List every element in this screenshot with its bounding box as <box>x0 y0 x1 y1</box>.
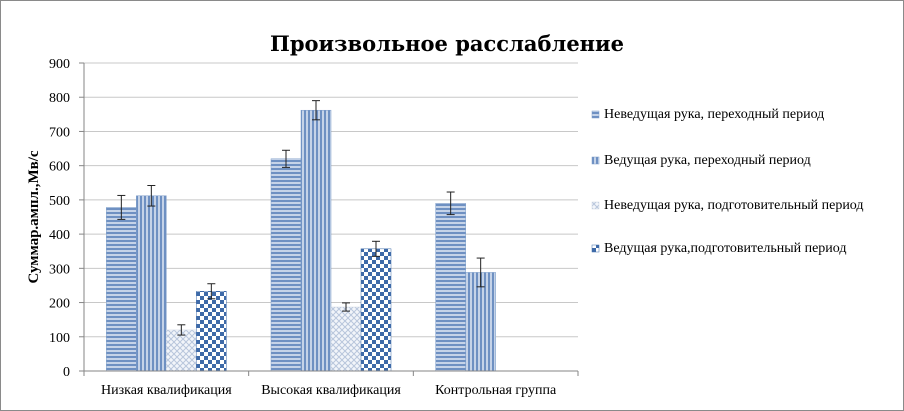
x-axis-ticks: Низкая квалификация Высокая квалификация К… <box>83 371 579 398</box>
bar <box>465 272 496 372</box>
bar <box>330 306 362 372</box>
bar <box>166 329 197 372</box>
y-tick-label: 0 <box>63 365 70 380</box>
legend-swatch <box>591 156 600 165</box>
bar <box>300 109 332 372</box>
x-tick-label: Контрольная группа <box>435 383 557 398</box>
legend-swatch <box>591 201 600 210</box>
y-tick-label: 400 <box>49 228 70 243</box>
y-axis-ticks: 0 100 200 300 400 500 600 700 800 900 <box>49 57 84 380</box>
legend-label: Неведущая рука, подготовительный период <box>604 198 864 213</box>
y-tick-label: 800 <box>49 91 70 106</box>
y-tick-label: 500 <box>49 194 70 209</box>
legend-label: Неведущая рука, переходный период <box>604 107 824 122</box>
bars <box>106 109 496 372</box>
legend-label: Ведущая рука, переходный период <box>604 153 811 168</box>
legend-swatch <box>591 110 600 119</box>
y-axis-label: Суммар.ампл.,Мв/с <box>26 150 42 283</box>
y-tick-label: 100 <box>49 331 70 346</box>
bar <box>136 195 167 372</box>
x-tick-label: Высокая квалификация <box>261 383 401 398</box>
bar <box>435 203 466 372</box>
bar <box>106 207 137 372</box>
axes <box>83 63 578 372</box>
y-tick-label: 600 <box>49 160 70 175</box>
bar <box>196 291 227 372</box>
y-tick-label: 700 <box>49 125 70 140</box>
bar <box>270 158 302 372</box>
bar <box>360 248 392 372</box>
y-tick-label: 900 <box>49 57 70 72</box>
legend-swatch <box>591 244 600 253</box>
legend: Неведущая рука, переходный период Ведущая… <box>591 107 864 256</box>
legend-label: Ведущая рука,подготовительный период <box>604 241 847 256</box>
y-tick-label: 200 <box>49 297 70 312</box>
chart-title: Произвольное расслабление <box>270 31 624 56</box>
error-bars <box>117 100 485 336</box>
y-tick-label: 300 <box>49 262 70 277</box>
x-tick-label: Низкая квалификация <box>101 383 232 398</box>
